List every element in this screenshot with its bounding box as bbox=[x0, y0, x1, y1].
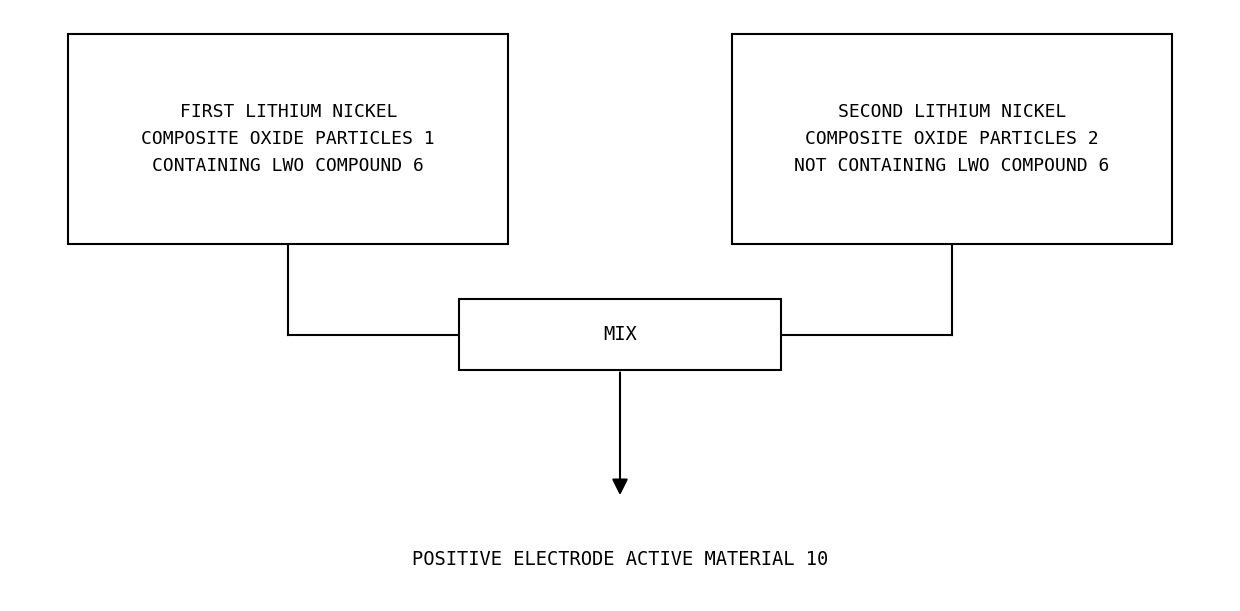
Text: MIX: MIX bbox=[603, 325, 637, 344]
FancyBboxPatch shape bbox=[68, 34, 508, 244]
Text: SECOND LITHIUM NICKEL
COMPOSITE OXIDE PARTICLES 2
NOT CONTAINING LWO COMPOUND 6: SECOND LITHIUM NICKEL COMPOSITE OXIDE PA… bbox=[794, 103, 1110, 175]
Text: FIRST LITHIUM NICKEL
COMPOSITE OXIDE PARTICLES 1
CONTAINING LWO COMPOUND 6: FIRST LITHIUM NICKEL COMPOSITE OXIDE PAR… bbox=[141, 103, 435, 175]
FancyBboxPatch shape bbox=[459, 299, 781, 370]
FancyBboxPatch shape bbox=[732, 34, 1172, 244]
Text: POSITIVE ELECTRODE ACTIVE MATERIAL 10: POSITIVE ELECTRODE ACTIVE MATERIAL 10 bbox=[412, 549, 828, 569]
